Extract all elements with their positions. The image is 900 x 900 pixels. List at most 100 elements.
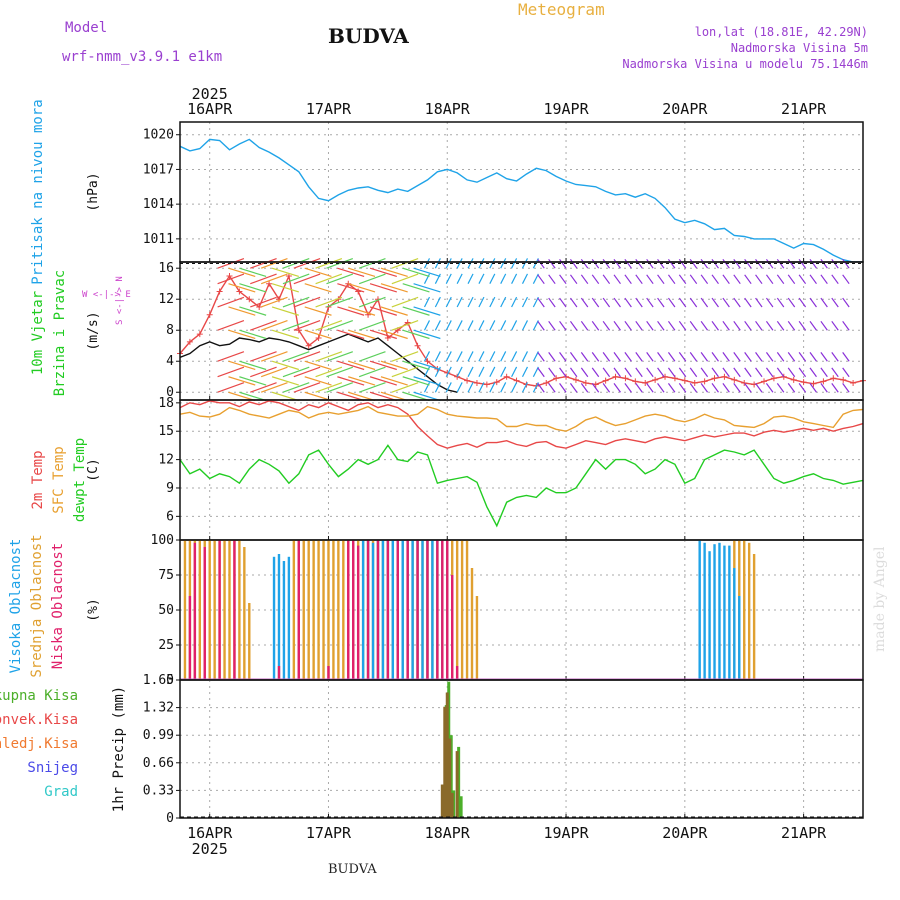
wind-barb (842, 320, 850, 331)
wind-barb (185, 321, 211, 331)
wind-barb (423, 351, 431, 362)
wind-barb (326, 273, 354, 285)
unit-label: (%) (86, 598, 101, 621)
wind-barb (765, 383, 774, 393)
cloud-bar-low (426, 540, 429, 680)
y-tick-label: 12 (158, 453, 174, 468)
footer-station: BUDVA (328, 862, 377, 877)
y-tick-label: 6 (166, 509, 174, 524)
panel-frame (179, 121, 864, 263)
cloud-bar-mid (198, 540, 201, 680)
wind-speed-marker (820, 378, 827, 385)
wind-barb (580, 367, 589, 378)
wind-barb (348, 391, 376, 402)
station-title: BUDVA (328, 24, 409, 48)
wind-barb (667, 274, 676, 285)
wind-barb (722, 320, 730, 331)
wind-barb (500, 382, 507, 393)
wind-barb (260, 273, 288, 285)
wind-barb (337, 329, 365, 340)
cloud-bar-high (431, 540, 434, 680)
product-title: Meteogram (518, 0, 605, 19)
cloud-bar-mid (307, 540, 310, 680)
wind-barb (260, 258, 288, 269)
wind-barb (532, 320, 539, 331)
wind-barb (689, 258, 698, 269)
wind-barb (348, 283, 376, 293)
wind-speed-marker (840, 376, 847, 383)
wind-barb (521, 320, 529, 331)
wind-barb (196, 383, 222, 393)
wind-barb (776, 320, 785, 331)
cloud-bar-high (361, 540, 365, 680)
wind-barb (293, 320, 321, 331)
ylabel-pressure: Pritisak na nivou mora (30, 99, 46, 284)
y-tick-label: 25 (158, 638, 174, 653)
wind-barb (358, 366, 386, 378)
wind-barb (787, 274, 796, 285)
wind-barb (744, 297, 752, 308)
panel-pressure: 1011 1014 1017 1020 (hPa) Pritisak na nivou m… (30, 99, 864, 285)
wind-barb (304, 376, 332, 386)
wind-barb (537, 367, 545, 378)
wind-barb (500, 258, 507, 269)
wind-speed-marker (582, 379, 589, 386)
wind-barb (467, 351, 474, 362)
wind-speed-marker (612, 373, 619, 380)
wind-speed-marker (790, 376, 797, 383)
wind-barb (434, 382, 441, 393)
cloud-bar-mid (238, 540, 241, 680)
wind-barb (478, 351, 485, 362)
wind-barb (369, 391, 397, 402)
wind-barb (250, 258, 277, 269)
wind-barb (733, 383, 741, 393)
wind-barb (500, 366, 507, 378)
cloud-bar-mid (332, 540, 335, 680)
cloud-bar-mid (752, 554, 756, 680)
wind-barb (667, 383, 676, 393)
cloud-bar-low (396, 540, 399, 680)
wind-barb (434, 351, 441, 362)
wind-speed-marker (553, 375, 560, 382)
wind-barb (624, 367, 632, 378)
wind-speed-marker (602, 377, 609, 384)
wind-barb (358, 382, 386, 393)
wind-barb (657, 383, 665, 393)
wind-barb (569, 383, 578, 393)
wind-barb (250, 382, 277, 393)
ylabel-precip: 1hr Precip (mm) (111, 686, 127, 812)
wind-speed-marker (780, 373, 787, 380)
wind-barb (337, 306, 365, 316)
wind-speed-marker (266, 280, 273, 287)
wind-speed-marker (741, 379, 748, 386)
wind-barb (456, 320, 463, 331)
wind-barb (228, 267, 256, 278)
wind-barb (511, 273, 518, 284)
series-line-dewpoint (180, 444, 863, 528)
y-tick-label: 1.65 (143, 673, 174, 688)
wind-barb (315, 258, 343, 269)
wind-speed-marker (691, 379, 698, 386)
wind-barb (326, 296, 354, 308)
cloud-bar-mid (475, 596, 479, 680)
y-tick-label: 1011 (143, 232, 174, 247)
wind-barb (521, 366, 529, 378)
wind-barb (467, 366, 474, 378)
wind-barb (700, 367, 709, 378)
wind-barb (369, 360, 397, 371)
wind-barb (842, 297, 850, 308)
wind-barb (689, 351, 698, 362)
wind-barb (569, 274, 578, 285)
wind-barb (250, 366, 277, 378)
wind-barb (569, 367, 578, 378)
y-tick-label: 1014 (143, 197, 174, 212)
cloud-bar-low (376, 540, 380, 680)
wind-barb (624, 297, 632, 308)
wind-barb (239, 283, 267, 293)
wind-speed-marker (761, 378, 768, 385)
wind-barb (511, 258, 518, 269)
wind-barb (380, 360, 408, 371)
wind-barb (260, 320, 288, 331)
wind-barb (798, 367, 807, 378)
wind-barb (831, 320, 839, 331)
